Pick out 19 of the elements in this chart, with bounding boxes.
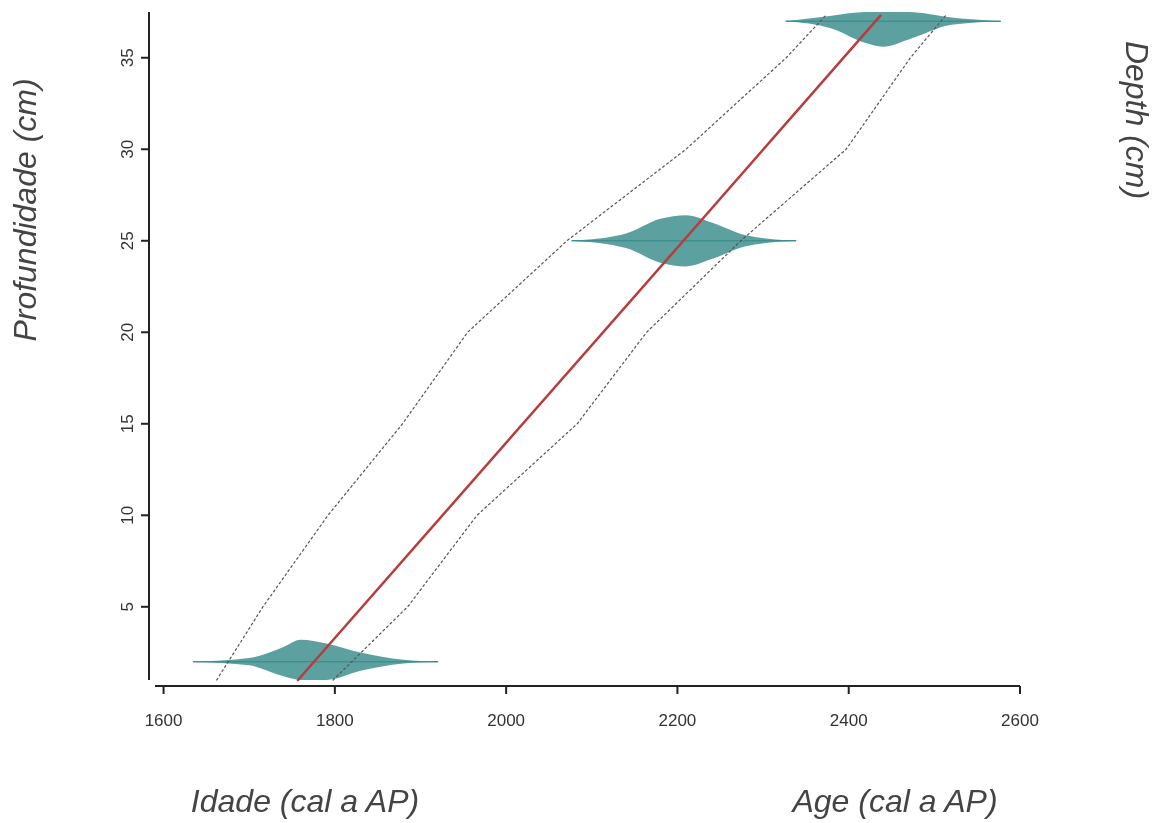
x-tick-label: 1800	[315, 711, 354, 730]
y-tick-label: 35	[118, 48, 137, 68]
line-series	[216, 15, 827, 681]
x-tick-label: 2000	[487, 711, 526, 730]
x-tick-label: 2200	[658, 711, 697, 730]
y-tick-label: 25	[118, 231, 137, 251]
y-tick-label: 10	[118, 505, 137, 525]
x-tick-label: 2600	[1001, 711, 1039, 730]
y-tick-label: 20	[118, 322, 137, 342]
x-tick-label: 1600	[144, 711, 183, 730]
y-tick-label: 5	[118, 602, 137, 612]
y-tick-label: 30	[118, 139, 137, 159]
y-tick-label: 15	[118, 414, 137, 434]
y-axis-title: Profundidade (cm)	[7, 78, 43, 342]
line-series	[332, 15, 947, 681]
text: Age (cal a AP)	[790, 783, 998, 819]
x-tick-label: 2400	[829, 711, 868, 730]
text: Depth (cm)	[1119, 40, 1155, 200]
x-axis-title: Idade (cal a AP)	[190, 783, 420, 819]
